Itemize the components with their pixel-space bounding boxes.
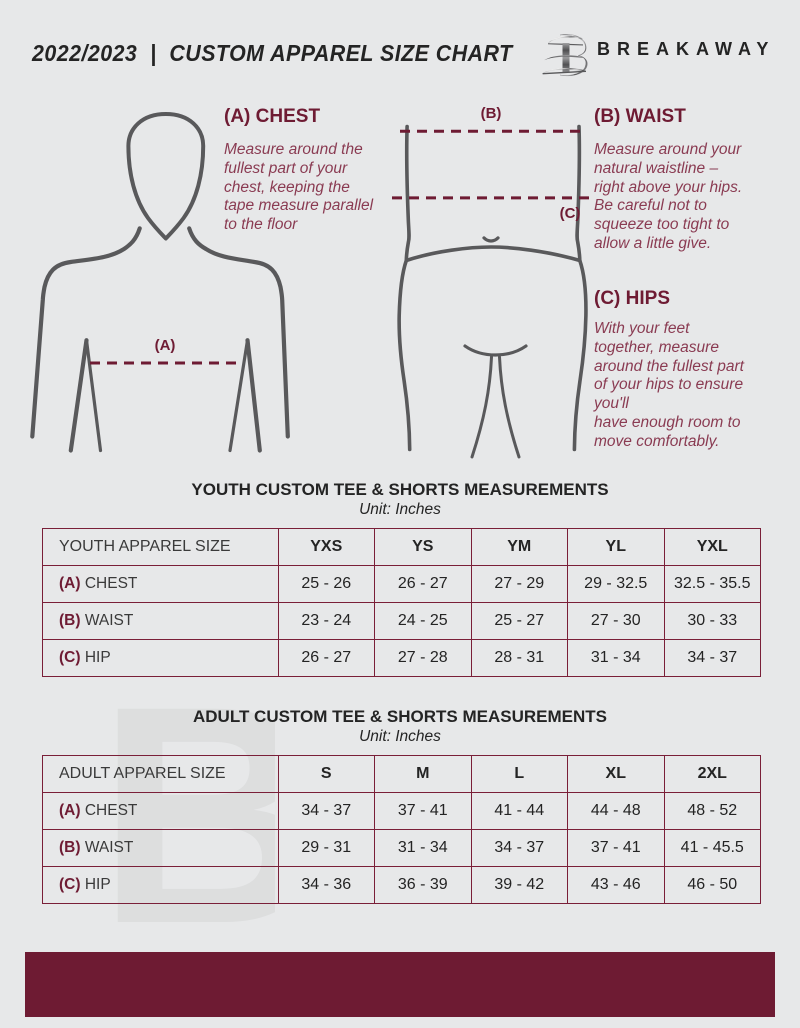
svg-text:(A): (A) — [155, 337, 176, 354]
svg-text:(C): (C) — [560, 205, 581, 222]
svg-text:(B): (B) — [481, 105, 502, 122]
